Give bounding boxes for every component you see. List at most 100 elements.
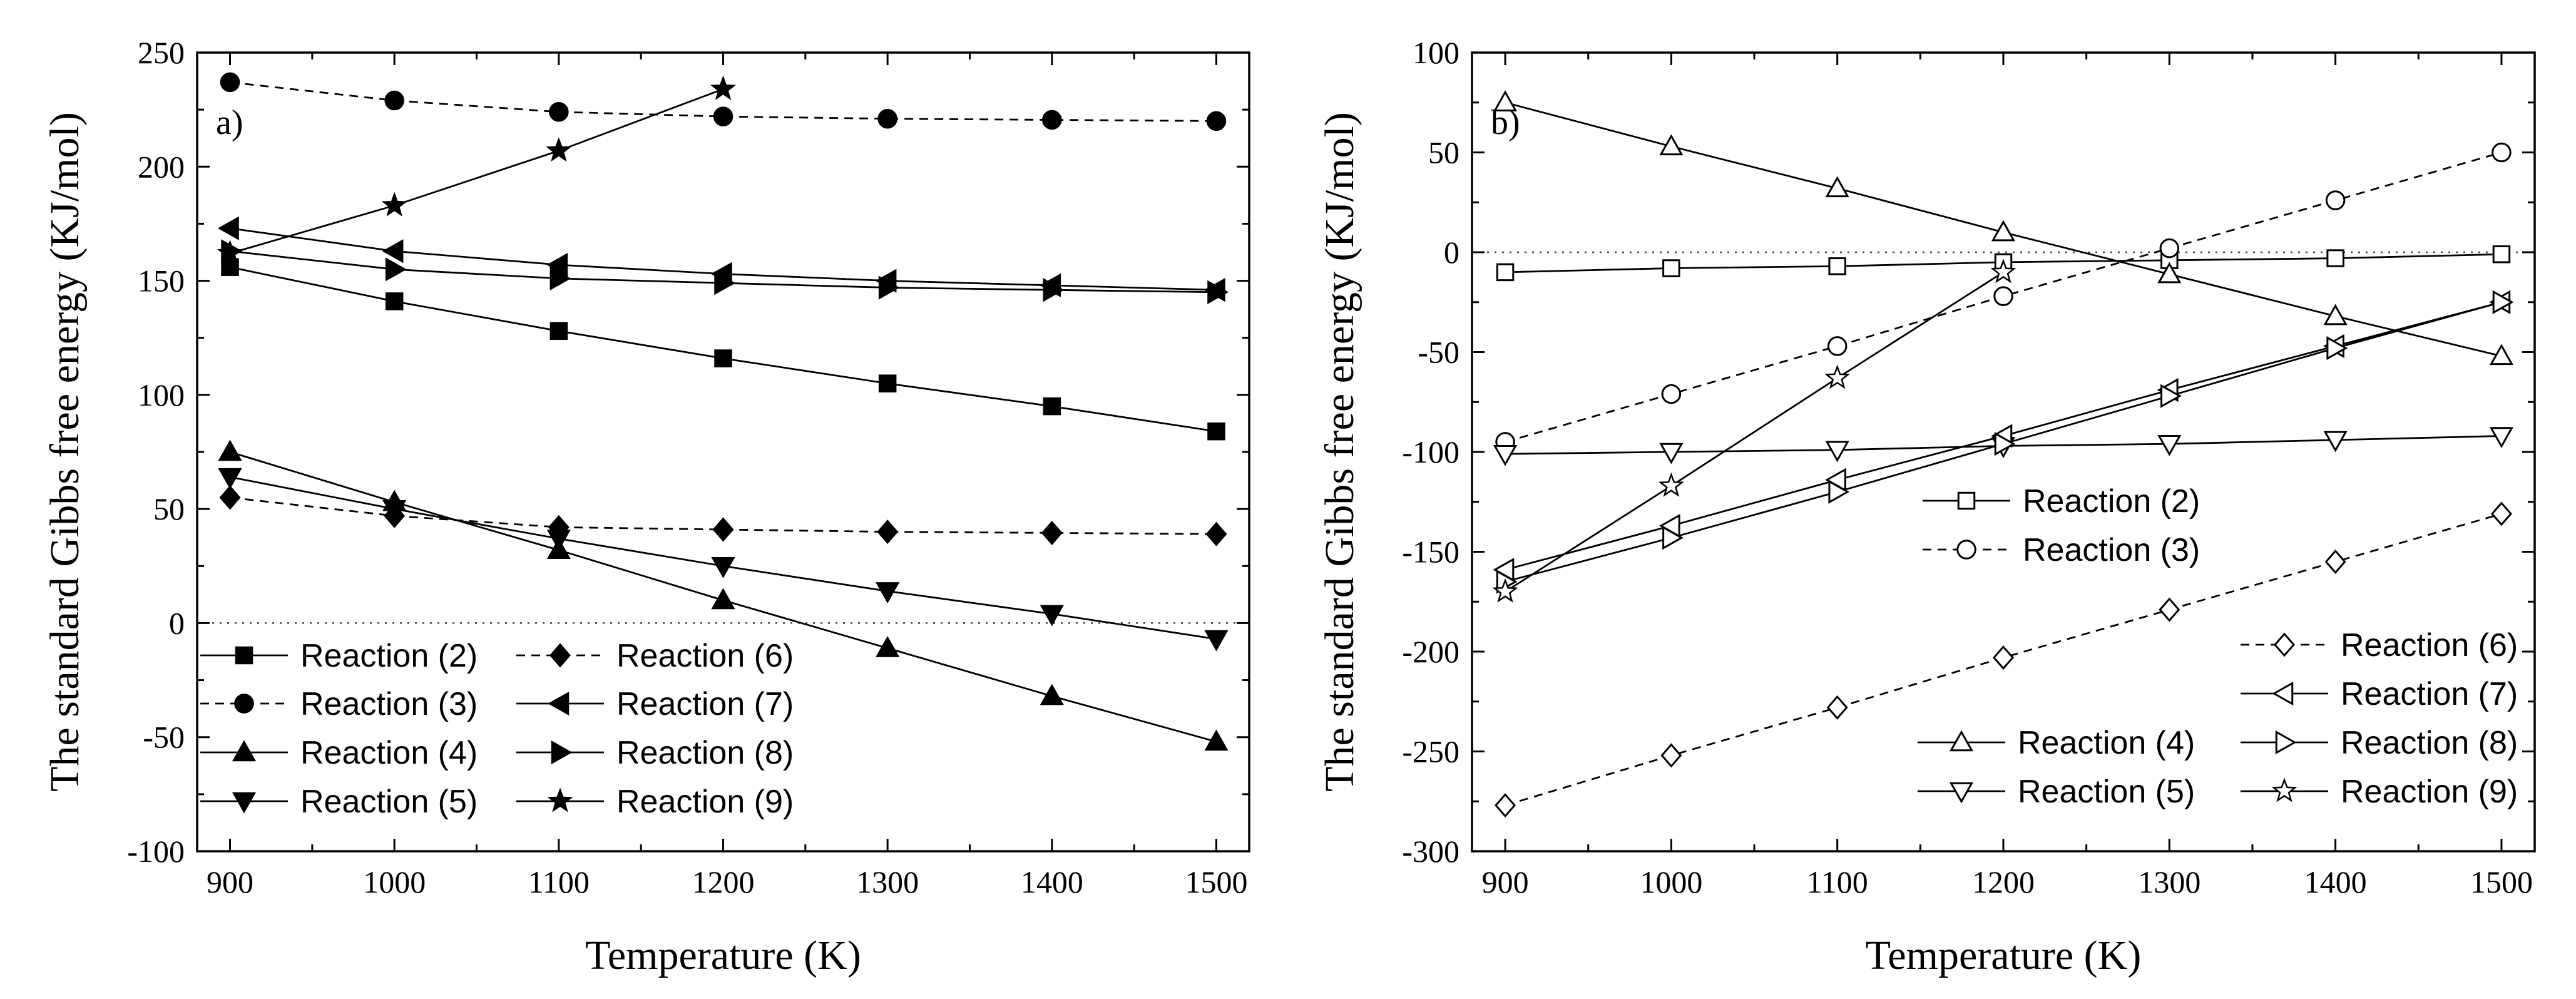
chart-panel-b: 900 1000 1100 1200 1300 1400 1500-300-250-200-… <box>1317 35 2536 978</box>
legend-entry-reaction-3[interactable]: Reaction (3) <box>200 686 478 722</box>
x-tick-label: 1200 <box>692 864 755 899</box>
y-tick-label: 150 <box>138 264 185 299</box>
plot-frame <box>196 51 1250 853</box>
data-point <box>549 102 569 122</box>
series-reaction-7 <box>1493 290 2511 582</box>
x-tick-label: 1100 <box>528 864 590 899</box>
legend-label: Reaction (2) <box>300 638 478 674</box>
data-point <box>1827 336 1848 356</box>
x-tick-label: 1400 <box>2304 864 2367 899</box>
data-point <box>217 240 243 265</box>
legend-entry-reaction-9[interactable]: Reaction (9) <box>2241 774 2518 810</box>
legend-entry-reaction-4[interactable]: Reaction (4) <box>200 735 478 771</box>
legend-marker <box>1949 782 1974 804</box>
chart-panel-a: 900 1000 1100 1200 1300 1400 1500 -100 -50 0 50 100… <box>42 35 1250 978</box>
data-point <box>1493 90 1518 111</box>
y-tick-label: 0 <box>169 605 185 640</box>
data-point <box>1658 472 1684 497</box>
legend-entry-reaction-6[interactable]: Reaction (6) <box>2241 627 2518 663</box>
data-point <box>1042 110 1062 130</box>
series-reaction-6 <box>1495 501 2512 818</box>
data-point <box>1993 645 2014 670</box>
data-point <box>218 439 242 461</box>
data-point <box>546 252 568 277</box>
data-point <box>1993 286 2013 306</box>
legend-label: Reaction (7) <box>2341 676 2518 712</box>
legend-entry-reaction-2[interactable]: Reaction (2) <box>1923 483 2200 520</box>
legend-entry-reaction-4[interactable]: Reaction (4) <box>1918 725 2195 761</box>
x-tick-label: 1200 <box>1972 864 2035 899</box>
data-point <box>1207 422 1225 441</box>
data-point <box>1204 630 1229 652</box>
data-point <box>2160 384 2182 408</box>
y-tick-label: 50 <box>153 491 185 526</box>
data-point <box>1043 397 1061 416</box>
y-tick-label: 0 <box>1444 235 1459 270</box>
legend-label: Reaction (3) <box>300 686 478 722</box>
x-axis: 900 1000 1100 1200 1300 1400 1500 <box>1482 53 2533 899</box>
panel-label: a) <box>216 103 243 142</box>
data-point <box>711 588 735 610</box>
legend-entry-reaction-2[interactable]: Reaction (2) <box>200 638 478 674</box>
legend-label: Reaction (6) <box>616 638 794 674</box>
legend-label: Reaction (9) <box>616 784 794 820</box>
data-point <box>384 90 404 111</box>
legend-label: Reaction (7) <box>616 686 794 722</box>
data-point <box>2492 245 2511 264</box>
data-point <box>2326 249 2344 267</box>
legend-entry-reaction-9[interactable]: Reaction (9) <box>516 784 794 820</box>
data-point <box>1825 176 1849 198</box>
legend-entry-reaction-7[interactable]: Reaction (7) <box>2241 676 2518 712</box>
data-point <box>876 582 900 603</box>
data-point <box>385 292 404 310</box>
legend-entry-reaction-8[interactable]: Reaction (8) <box>2241 725 2518 761</box>
series-reaction-4 <box>1493 90 2514 366</box>
legend-label: Reaction (8) <box>2341 725 2518 761</box>
data-point <box>1204 729 1229 751</box>
data-point <box>2157 434 2182 456</box>
legend-label: Reaction (5) <box>300 784 478 820</box>
data-point <box>217 216 239 240</box>
data-point <box>878 275 900 300</box>
legend-marker <box>1949 730 1974 752</box>
data-point <box>220 72 240 93</box>
data-point <box>2492 142 2512 163</box>
y-axis: -100 -50 0 50 100 150 200 250 <box>127 35 1249 869</box>
legend-marker <box>234 694 254 714</box>
series-reaction-3 <box>220 72 1227 131</box>
legend-entry-reaction-6[interactable]: Reaction (6) <box>516 638 794 674</box>
legend-label: Reaction (3) <box>2023 532 2200 568</box>
legend-entry-reaction-7[interactable]: Reaction (7) <box>516 686 794 722</box>
y-tick-label: -100 <box>1402 434 1459 469</box>
x-tick-label: 1300 <box>856 864 919 899</box>
y-tick-label: -250 <box>1402 734 1459 769</box>
data-point <box>2489 344 2514 366</box>
legend-marker <box>2274 632 2295 657</box>
data-point <box>2489 427 2514 449</box>
legend-marker <box>547 787 573 812</box>
data-point <box>1824 364 1851 389</box>
legend-marker <box>548 691 570 716</box>
legend-entry-reaction-8[interactable]: Reaction (8) <box>516 735 794 771</box>
legend-label: Reaction (9) <box>2341 774 2518 810</box>
data-point <box>876 635 900 657</box>
y-axis-title: The standard Gibbs free energy (KJ/mol) <box>1317 112 1362 792</box>
legend-marker <box>235 646 253 665</box>
data-point <box>2492 290 2514 314</box>
x-tick-label: 1500 <box>2470 864 2533 899</box>
legend-marker <box>232 792 257 814</box>
data-point <box>1205 521 1227 546</box>
data-point <box>1659 443 1684 464</box>
legend-entry-reaction-5[interactable]: Reaction (5) <box>200 784 478 820</box>
x-tick-label: 1000 <box>1640 864 1702 899</box>
series-reaction-9 <box>217 75 737 265</box>
y-tick-label: -200 <box>1402 634 1459 669</box>
legend-label: Reaction (8) <box>616 735 794 771</box>
legend-entry-reaction-3[interactable]: Reaction (3) <box>1923 532 2200 568</box>
data-point <box>2323 304 2348 325</box>
data-point <box>549 322 568 341</box>
data-point <box>1493 444 1518 466</box>
y-tick-label: -50 <box>1418 335 1459 370</box>
series-line-reaction-9 <box>230 88 723 255</box>
legend-entry-reaction-5[interactable]: Reaction (5) <box>1918 774 2195 810</box>
